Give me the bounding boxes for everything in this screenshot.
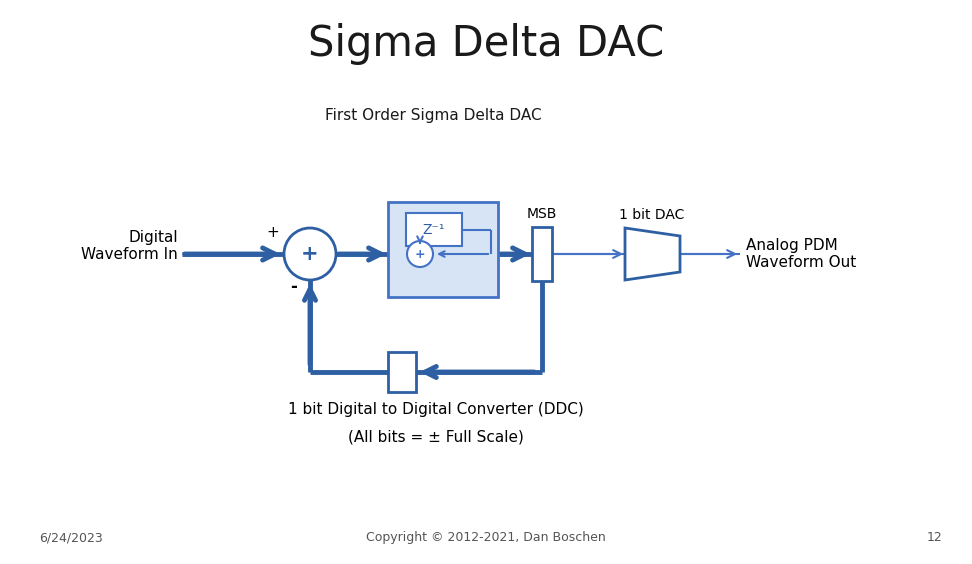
Bar [388,202,498,297]
Bar [532,227,552,281]
Text: Analog PDM
Waveform Out: Analog PDM Waveform Out [746,238,856,270]
Text: (All bits = ± Full Scale): (All bits = ± Full Scale) [348,430,524,445]
Circle shape [407,241,433,267]
Bar [406,213,462,246]
Text: 12: 12 [927,531,943,544]
Text: Copyright © 2012-2021, Dan Boschen: Copyright © 2012-2021, Dan Boschen [366,531,606,544]
Text: +: + [301,244,319,264]
Text: MSB: MSB [527,207,557,221]
Text: 6/24/2023: 6/24/2023 [39,531,103,544]
Circle shape [284,228,336,280]
Text: +: + [415,248,426,261]
Text: First Order Sigma Delta DAC: First Order Sigma Delta DAC [325,108,541,124]
Bar [388,352,416,392]
Text: Digital
Waveform In: Digital Waveform In [82,230,178,262]
Polygon shape [625,228,680,280]
Text: Sigma Delta DAC: Sigma Delta DAC [308,23,664,65]
Text: Z⁻¹: Z⁻¹ [423,223,445,236]
Text: -: - [291,278,297,296]
Text: 1 bit DAC: 1 bit DAC [619,208,684,222]
Text: 1 bit Digital to Digital Converter (DDC): 1 bit Digital to Digital Converter (DDC) [288,402,584,417]
Text: +: + [266,226,279,240]
